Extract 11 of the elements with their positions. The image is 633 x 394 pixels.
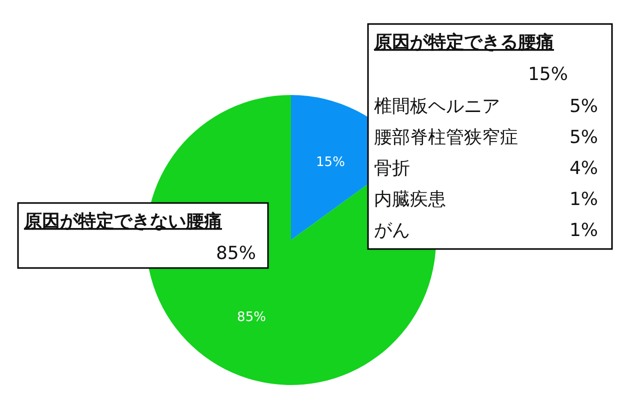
slice-label: 原因が特定できない腰痛 bbox=[23, 211, 222, 232]
text: がん 1% bbox=[374, 220, 598, 241]
data-label: 15% bbox=[316, 155, 345, 170]
text: 15% bbox=[528, 64, 568, 85]
slice-label: 原因が特定できる腰痛 bbox=[373, 32, 554, 53]
text: 骨折 4% bbox=[374, 158, 598, 179]
text: 椎間板ヘルニア 5% bbox=[374, 96, 598, 117]
data-label: 85% bbox=[237, 310, 266, 326]
text: 85% bbox=[216, 243, 256, 264]
text: 腰部脊柱管狭窄症 5% bbox=[374, 127, 598, 148]
text: 内臓疾患 1% bbox=[374, 189, 598, 210]
